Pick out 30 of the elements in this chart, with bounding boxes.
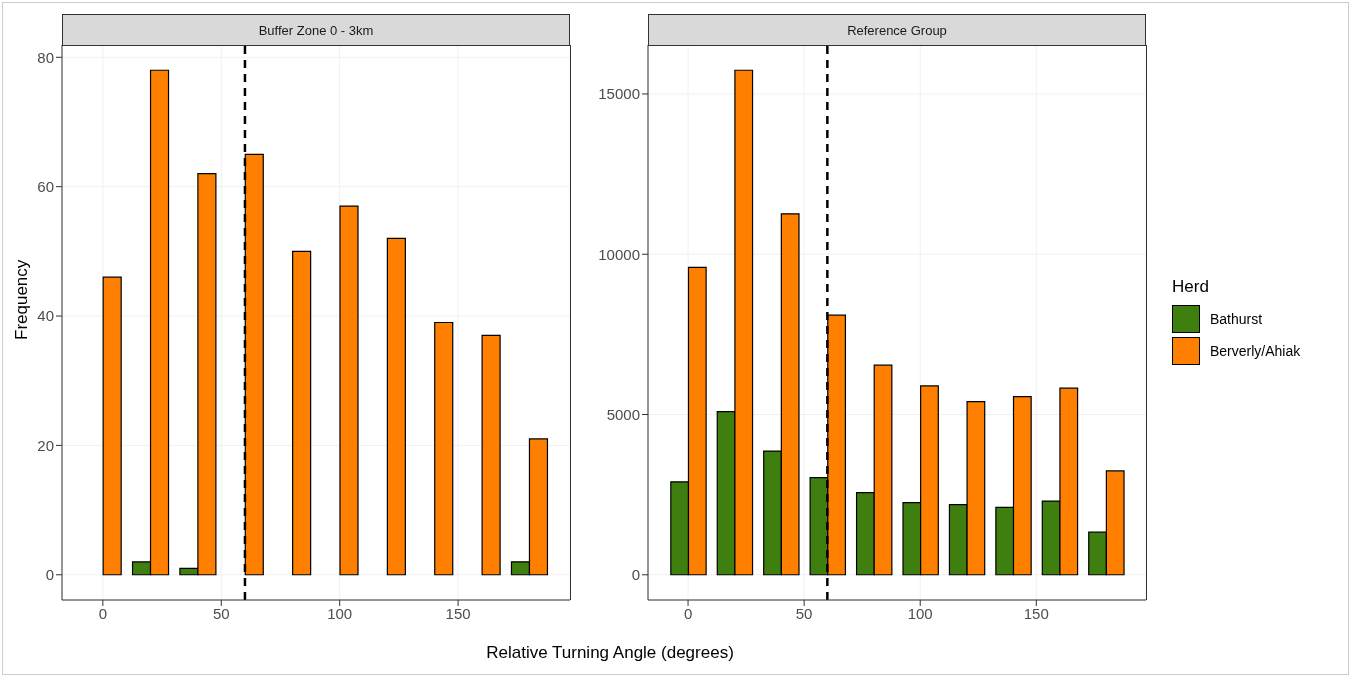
y-tick-label: 0 — [631, 566, 640, 584]
y-axis-title: Frequency — [12, 259, 32, 340]
y-tick-label: 60 — [37, 177, 54, 195]
x-tick-label: 0 — [98, 604, 108, 622]
bar — [434, 321, 454, 576]
y-tick-label: 20 — [37, 436, 54, 454]
chart-title: Buffer Zone 0 - 3km — [62, 14, 570, 46]
bar — [339, 205, 359, 576]
x-tick-label: 0 — [683, 604, 693, 622]
x-tick-label: 100 — [907, 604, 933, 622]
bar — [102, 276, 122, 576]
bar — [292, 250, 312, 576]
bar — [481, 334, 501, 576]
y-tick-label: 80 — [37, 48, 54, 66]
y-tick-label: 10000 — [598, 245, 640, 263]
x-tick-label: 150 — [445, 604, 471, 622]
x-tick-label: 100 — [327, 604, 353, 622]
bar — [386, 237, 406, 576]
legend-label: Bathurst — [1210, 311, 1263, 327]
x-tick-label: 150 — [1023, 604, 1049, 622]
x-axis-title: Relative Turning Angle (degrees) — [485, 643, 735, 663]
y-tick-label: 5000 — [606, 405, 640, 423]
legend-title: Herd — [1172, 277, 1210, 297]
legend-label: Berverly/Ahiak — [1210, 343, 1301, 359]
chart-title: Reference Group — [648, 14, 1146, 46]
y-tick-label: 0 — [45, 566, 54, 584]
y-tick-label: 15000 — [598, 85, 640, 103]
y-tick-label: 40 — [37, 307, 54, 325]
x-tick-label: 50 — [795, 604, 813, 622]
x-tick-label: 50 — [212, 604, 230, 622]
